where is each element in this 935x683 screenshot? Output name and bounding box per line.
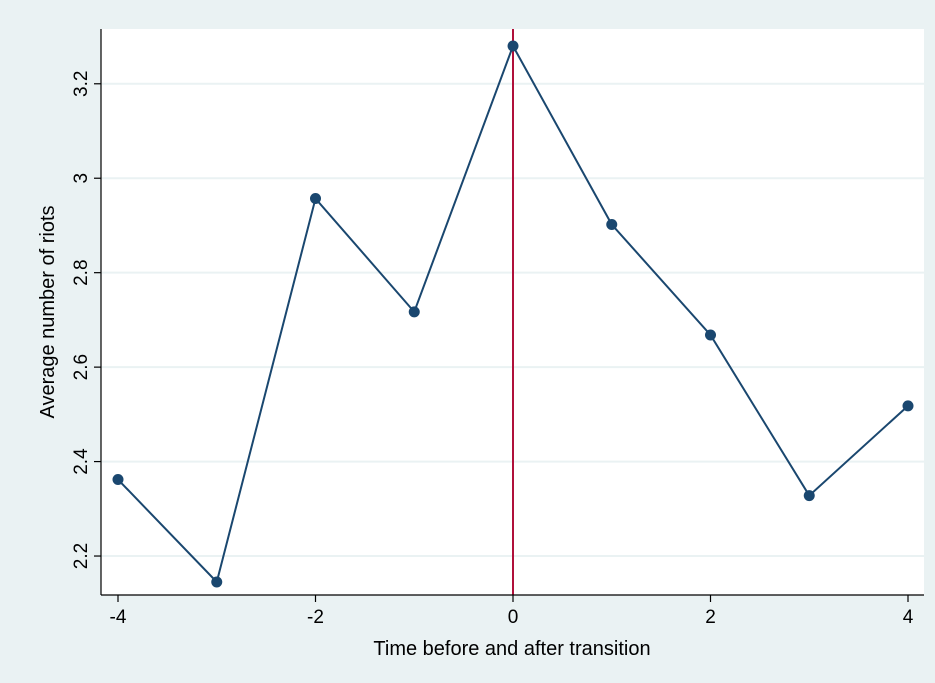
data-point	[112, 474, 124, 486]
data-point	[211, 576, 223, 588]
data-point	[902, 400, 914, 412]
x-tick-label: 0	[508, 607, 519, 628]
data-point	[705, 329, 716, 341]
x-axis-ticks: -4 -2 0 2 4	[110, 595, 914, 628]
x-axis-title: Time before and after transition	[373, 638, 650, 660]
series	[112, 40, 914, 588]
y-axis-title: Average number of riots	[37, 205, 59, 418]
y-tick-label: 3	[71, 173, 92, 184]
y-tick-label: 2.6	[71, 354, 92, 380]
x-tick-label: 4	[903, 607, 914, 628]
y-tick-label: 3.2	[71, 71, 92, 97]
x-tick-label: -2	[307, 607, 324, 628]
y-tick-label: 2.4	[71, 448, 92, 475]
x-tick-label: 2	[705, 607, 716, 628]
data-point	[803, 490, 815, 502]
data-point	[408, 306, 420, 318]
x-tick-label: -4	[110, 607, 127, 628]
y-tick-label: 2.8	[71, 259, 92, 285]
data-point	[507, 40, 519, 52]
y-tick-label: 2.2	[71, 543, 92, 569]
data-point	[606, 219, 618, 231]
data-point	[310, 193, 321, 205]
y-axis-ticks: 2.2 2.4 2.6 2.8 3 3.2	[71, 71, 101, 569]
